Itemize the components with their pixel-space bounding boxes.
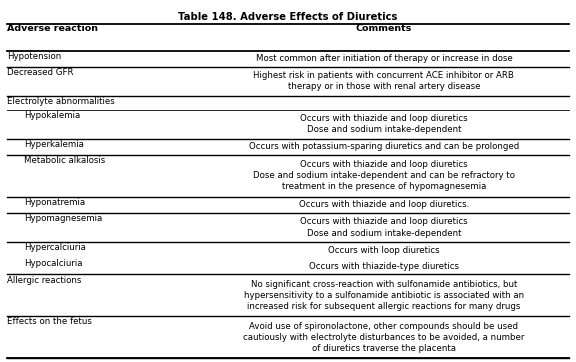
Text: Occurs with thiazide and loop diuretics
Dose and sodium intake-dependent and can: Occurs with thiazide and loop diuretics … xyxy=(253,160,515,191)
Text: Occurs with loop diuretics: Occurs with loop diuretics xyxy=(328,246,439,254)
Text: Metabolic alkalosis: Metabolic alkalosis xyxy=(24,156,105,165)
Text: Electrolyte abnormalities: Electrolyte abnormalities xyxy=(7,97,115,106)
Text: Occurs with thiazide and loop diuretics
Dose and sodium intake-dependent: Occurs with thiazide and loop diuretics … xyxy=(300,218,468,237)
Text: Hypotension: Hypotension xyxy=(7,52,61,61)
Text: Decreased GFR: Decreased GFR xyxy=(7,68,73,77)
Text: Allergic reactions: Allergic reactions xyxy=(7,275,81,285)
Text: Adverse reaction: Adverse reaction xyxy=(7,24,98,33)
Text: Hypomagnesemia: Hypomagnesemia xyxy=(24,214,103,223)
Text: Hyponatremia: Hyponatremia xyxy=(24,198,85,207)
Text: Occurs with thiazide and loop diuretics.: Occurs with thiazide and loop diuretics. xyxy=(299,201,469,210)
Text: Occurs with thiazide-type diuretics: Occurs with thiazide-type diuretics xyxy=(309,262,459,271)
Text: Most common after initiation of therapy or increase in dose: Most common after initiation of therapy … xyxy=(256,54,512,63)
Text: Highest risk in patients with concurrent ACE inhibitor or ARB
therapy or in thos: Highest risk in patients with concurrent… xyxy=(253,71,514,92)
Text: Hypocalciuria: Hypocalciuria xyxy=(24,259,83,268)
Text: Hyperkalemia: Hyperkalemia xyxy=(24,140,84,149)
Text: No significant cross-reaction with sulfonamide antibiotics, but
hypersensitivity: No significant cross-reaction with sulfo… xyxy=(244,280,524,311)
Text: Hypercalciuria: Hypercalciuria xyxy=(24,243,86,252)
Text: Occurs with thiazide and loop diuretics
Dose and sodium intake-dependent: Occurs with thiazide and loop diuretics … xyxy=(300,114,468,134)
Text: Comments: Comments xyxy=(356,24,412,33)
Text: Hypokalemia: Hypokalemia xyxy=(24,111,81,120)
Text: Occurs with potassium-sparing diuretics and can be prolonged: Occurs with potassium-sparing diuretics … xyxy=(249,142,519,151)
Text: Table 148. Adverse Effects of Diuretics: Table 148. Adverse Effects of Diuretics xyxy=(179,12,397,22)
Text: Avoid use of spironolactone, other compounds should be used
cautiously with elec: Avoid use of spironolactone, other compo… xyxy=(243,322,525,353)
Text: Effects on the fetus: Effects on the fetus xyxy=(7,317,92,327)
